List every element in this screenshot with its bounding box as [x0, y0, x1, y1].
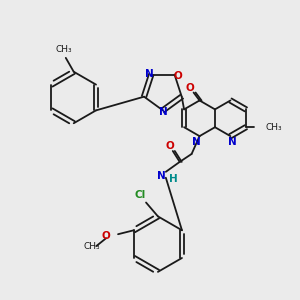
Text: O: O — [173, 70, 182, 80]
Text: O: O — [165, 141, 174, 151]
Text: N: N — [228, 137, 237, 147]
Text: CH₃: CH₃ — [56, 45, 72, 54]
Text: Cl: Cl — [134, 190, 146, 200]
Text: CH₃: CH₃ — [266, 123, 282, 132]
Text: N: N — [192, 137, 201, 147]
Text: O: O — [185, 82, 194, 93]
Text: H: H — [169, 174, 178, 184]
Text: N: N — [157, 171, 165, 181]
Text: O: O — [102, 231, 110, 241]
Text: N: N — [160, 107, 168, 117]
Text: CH₃: CH₃ — [84, 242, 101, 250]
Text: N: N — [145, 68, 154, 79]
